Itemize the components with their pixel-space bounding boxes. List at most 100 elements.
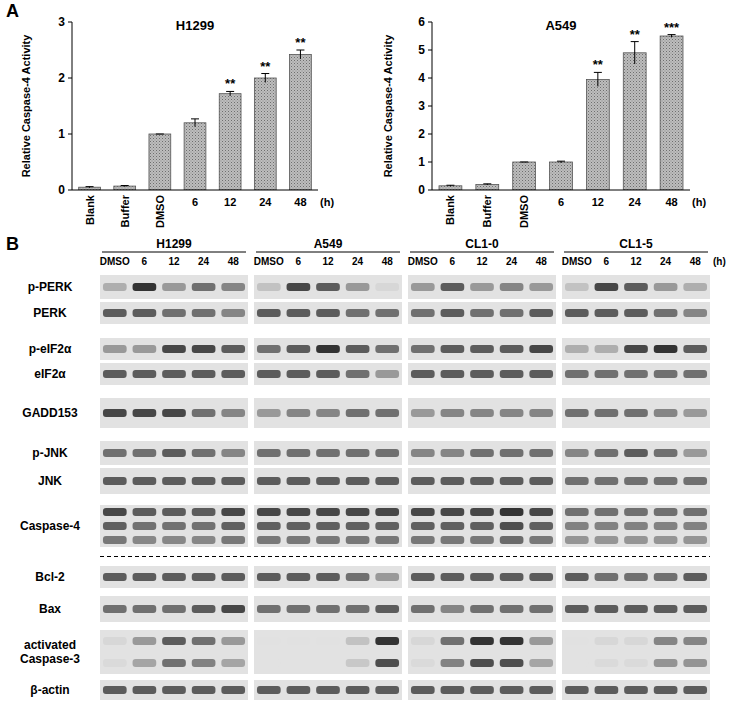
y-tick-label: 2 <box>58 71 65 85</box>
error-bar <box>191 119 199 127</box>
protein-label-line: activated <box>24 638 76 652</box>
blot-strip <box>408 630 556 674</box>
blot-band <box>411 345 435 353</box>
lane-label: 24 <box>198 256 210 267</box>
bar <box>476 184 499 190</box>
bar <box>586 79 609 190</box>
blot-band <box>346 637 370 645</box>
y-tick <box>428 162 432 163</box>
blot-strip <box>408 275 556 299</box>
blot-band <box>565 345 589 353</box>
blot-band <box>257 508 281 516</box>
cell-line-header: H1299 <box>156 237 192 251</box>
blot-band <box>654 345 678 353</box>
x-tick-label: 24 <box>629 196 642 208</box>
lane-label: 24 <box>352 256 364 267</box>
error-bar <box>483 184 491 185</box>
blot-band <box>375 637 399 645</box>
blot-band <box>316 536 340 544</box>
y-tick-label: 1 <box>418 155 425 169</box>
blot-band <box>683 370 707 378</box>
y-axis-title: Relative Caspase-4 Activity <box>20 34 32 178</box>
y-tick-label: 6 <box>418 15 425 29</box>
blot-band <box>529 508 553 516</box>
chart-title: A549 <box>545 18 576 33</box>
blot-band <box>441 283 465 291</box>
blot-band <box>624 477 648 485</box>
protein-label: p-eIF2α <box>29 342 72 356</box>
bar <box>439 186 462 190</box>
figure: AB******0123BlankBufferDMSO6122448(h)H12… <box>0 0 738 708</box>
blot-band <box>411 477 435 485</box>
x-tick-label: 6 <box>558 196 564 208</box>
blot-band <box>500 345 524 353</box>
blot-band <box>441 345 465 353</box>
blot-strip <box>254 441 402 465</box>
blot-band <box>595 686 619 694</box>
significance: ** <box>260 59 271 74</box>
header-rule <box>102 252 246 253</box>
blot-band <box>654 508 678 516</box>
blot-strip <box>254 596 402 622</box>
blot-band <box>346 536 370 544</box>
blot-band <box>103 686 127 694</box>
blot-band <box>221 659 245 667</box>
bars <box>79 50 312 190</box>
blot-band <box>411 409 435 417</box>
blot-strip <box>100 596 248 622</box>
blot-band <box>103 573 127 581</box>
blot-band <box>624 409 648 417</box>
blot-band <box>624 309 648 317</box>
blot-band <box>565 686 589 694</box>
blot-band <box>470 605 494 613</box>
y-tick <box>428 106 432 107</box>
lane-label: 48 <box>382 256 394 267</box>
blot-strip <box>562 468 710 494</box>
protein-label-line: Caspase-3 <box>20 652 80 666</box>
cell-line-header: CL1-0 <box>465 237 499 251</box>
blot-band <box>595 522 619 530</box>
blot-band <box>221 536 245 544</box>
error-bar <box>631 42 639 64</box>
blot-strip <box>254 338 402 360</box>
blot-band <box>192 508 216 516</box>
blot-band <box>287 573 311 581</box>
cell-line-header: A549 <box>314 237 343 251</box>
bars <box>439 35 683 190</box>
blot-band <box>103 536 127 544</box>
blot-band <box>595 345 619 353</box>
blot-band <box>162 686 186 694</box>
blot-band <box>287 637 311 645</box>
bar <box>550 162 573 190</box>
blot-band <box>500 477 524 485</box>
blot-band <box>346 370 370 378</box>
protein-label: β-actin <box>30 683 69 697</box>
blot-band <box>529 536 553 544</box>
blot-band <box>287 686 311 694</box>
bar <box>254 78 276 190</box>
y-tick <box>68 134 72 135</box>
blot-band <box>316 686 340 694</box>
blot-band <box>683 449 707 457</box>
blot-band <box>470 409 494 417</box>
blot-strip <box>254 363 402 385</box>
blot-band <box>287 605 311 613</box>
blot-band <box>683 283 707 291</box>
blot-strip <box>408 566 556 588</box>
protein-label: eIF2α <box>34 367 66 381</box>
blot-band <box>500 508 524 516</box>
blot-band <box>529 309 553 317</box>
x-tick-label: Buffer <box>119 194 131 227</box>
blot-band <box>221 370 245 378</box>
x-axis-unit: (h) <box>320 196 334 208</box>
blot-band <box>287 370 311 378</box>
lane-label: 12 <box>630 256 642 267</box>
header-rule <box>410 252 554 253</box>
blot-band <box>654 370 678 378</box>
significance: ** <box>225 76 236 91</box>
blot-strip <box>408 338 556 360</box>
blot-strip <box>100 275 248 299</box>
blot-strip <box>254 302 402 324</box>
blot-band <box>257 477 281 485</box>
blot-band <box>221 409 245 417</box>
